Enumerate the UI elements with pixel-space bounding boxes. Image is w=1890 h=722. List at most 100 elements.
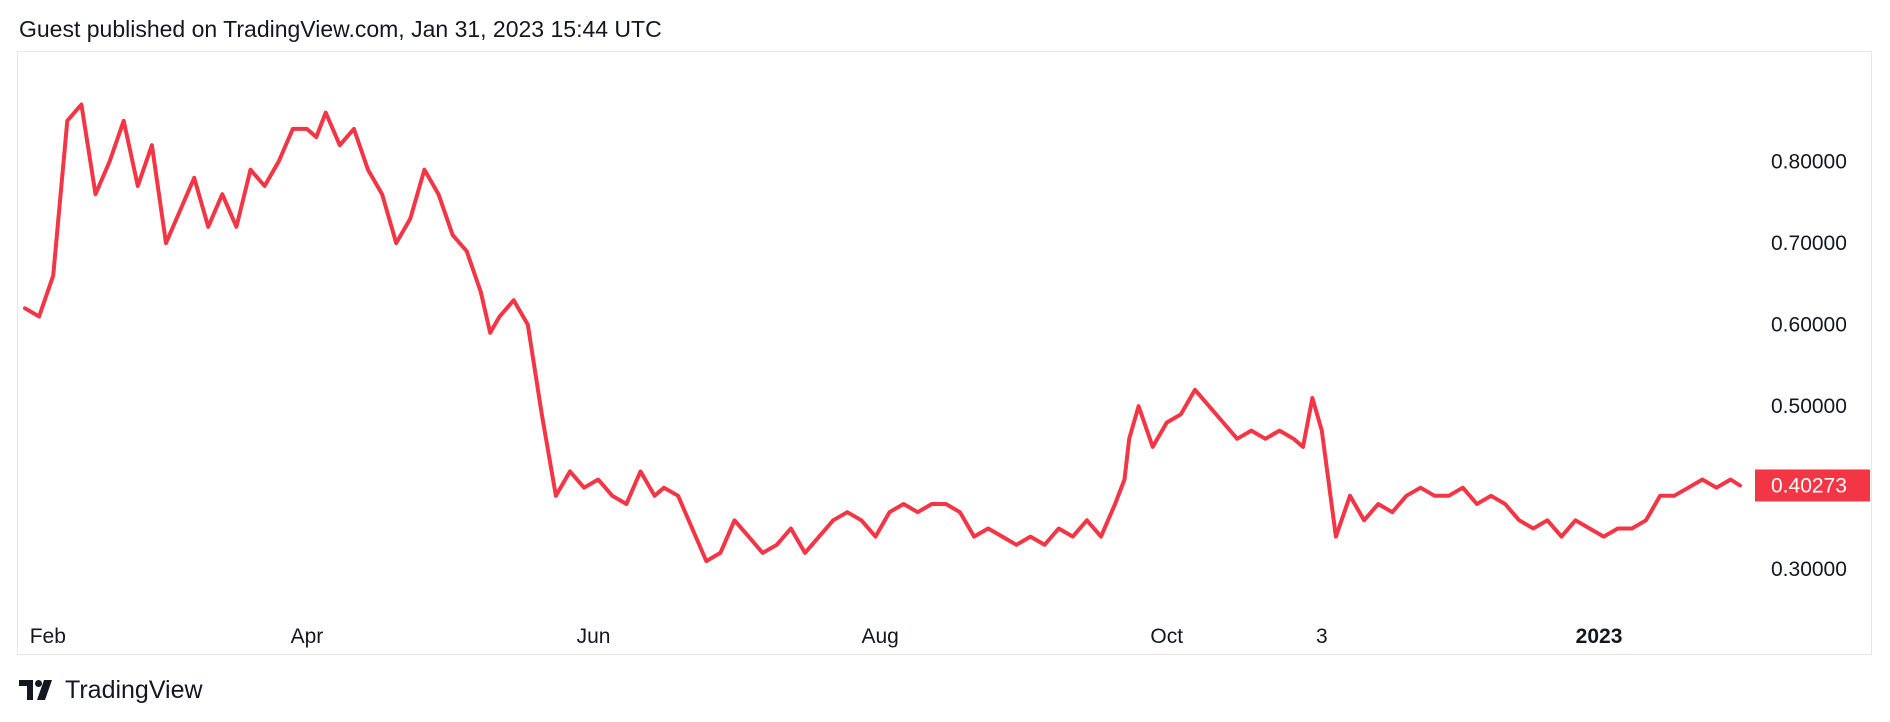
data-point	[178, 208, 182, 213]
data-point	[314, 135, 318, 139]
data-point	[1263, 437, 1267, 441]
data-point	[422, 168, 426, 172]
data-point	[747, 535, 751, 539]
data-point	[1517, 518, 1521, 522]
data-point	[873, 535, 878, 539]
data-point	[1057, 526, 1061, 531]
data-point	[1503, 502, 1507, 506]
data-point	[540, 412, 544, 416]
data-point	[845, 510, 849, 514]
data-point	[1085, 518, 1089, 522]
data-point	[1348, 494, 1352, 498]
data-point	[690, 526, 694, 531]
data-point	[1249, 429, 1253, 433]
data-point	[1137, 404, 1141, 408]
data-point	[1545, 518, 1549, 522]
x-tick-label: Jun	[577, 625, 611, 648]
data-point	[1179, 412, 1183, 416]
data-point	[1127, 437, 1131, 441]
data-point	[1334, 535, 1338, 539]
data-point	[136, 184, 140, 188]
y-tick-label: 0.50000	[1771, 395, 1847, 418]
data-point	[122, 119, 126, 123]
tradingview-brand[interactable]: TradingView	[19, 674, 203, 706]
data-point	[192, 176, 196, 180]
data-point	[1043, 543, 1047, 547]
data-point	[51, 274, 55, 278]
data-point	[1559, 535, 1564, 539]
data-point	[718, 551, 723, 555]
data-point	[488, 331, 492, 335]
data-point	[150, 143, 154, 147]
data-point	[1531, 526, 1535, 531]
data-point	[986, 526, 990, 531]
data-point	[1573, 518, 1578, 522]
series-line	[23, 102, 1742, 564]
data-point	[1588, 526, 1592, 531]
data-point	[1729, 477, 1733, 482]
data-point	[568, 469, 572, 473]
data-point	[1700, 477, 1704, 482]
data-point	[465, 249, 469, 253]
data-point	[916, 510, 920, 514]
data-point	[789, 526, 793, 531]
data-point	[1418, 486, 1423, 490]
data-point	[1000, 535, 1004, 539]
data-point	[37, 314, 41, 319]
last-price-tag-bg	[1755, 469, 1870, 502]
data-point	[1277, 429, 1282, 433]
x-axis: Feb Apr Jun Aug Oct 3 2023	[30, 625, 1623, 648]
data-point	[1113, 502, 1117, 506]
data-point	[248, 168, 253, 172]
data-point	[1738, 483, 1742, 488]
data-point	[1447, 494, 1451, 498]
x-tick-label: Oct	[1150, 625, 1183, 648]
data-point	[338, 143, 342, 147]
data-point	[1301, 445, 1305, 449]
data-point	[65, 119, 69, 123]
data-point	[582, 486, 586, 490]
data-point	[23, 306, 27, 310]
data-point	[1714, 486, 1719, 490]
data-point	[1320, 429, 1324, 433]
data-point	[1404, 494, 1408, 498]
data-point	[972, 535, 976, 539]
data-point	[277, 159, 281, 164]
data-point	[732, 518, 737, 522]
x-tick-label: Feb	[30, 625, 66, 648]
data-point	[79, 102, 83, 107]
data-point	[887, 510, 892, 514]
data-point	[1376, 502, 1380, 506]
data-point	[653, 494, 657, 498]
data-point	[1489, 494, 1493, 498]
y-tick-label: 0.60000	[1771, 314, 1847, 337]
data-point	[1461, 486, 1465, 490]
y-tick-label: 0.70000	[1771, 232, 1847, 255]
data-point	[305, 127, 309, 131]
data-point	[1390, 510, 1394, 514]
data-point	[394, 241, 398, 245]
data-point	[324, 111, 328, 115]
data-point	[1151, 445, 1155, 449]
data-point	[817, 535, 821, 539]
data-point	[408, 217, 412, 221]
data-point	[1686, 486, 1690, 490]
data-point	[498, 314, 502, 319]
data-point	[526, 323, 530, 327]
data-point	[596, 477, 600, 482]
data-point	[164, 241, 168, 245]
x-tick-label: 2023	[1576, 625, 1623, 648]
x-tick-label: Apr	[291, 625, 324, 648]
data-point	[263, 184, 267, 188]
data-point	[676, 494, 680, 498]
last-price-tag: 0.40273	[1755, 469, 1870, 502]
data-point	[291, 127, 295, 131]
data-point	[610, 494, 614, 498]
data-point	[803, 551, 807, 555]
data-point	[1207, 404, 1211, 408]
data-point	[1433, 494, 1437, 498]
data-point	[1099, 535, 1103, 539]
data-point	[1071, 535, 1075, 539]
data-point	[775, 543, 779, 547]
